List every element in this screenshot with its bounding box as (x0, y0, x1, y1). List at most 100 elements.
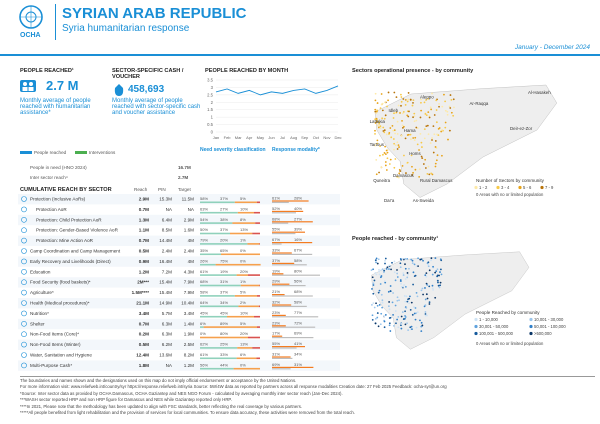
map-dot (391, 124, 394, 127)
footnote: *****All people benefited from light reh… (20, 410, 355, 416)
map-dot (386, 157, 389, 160)
severity-label: 27% (220, 206, 228, 211)
modality-bar (272, 335, 283, 337)
severity-label: 58% (200, 196, 208, 201)
cell: 1.9M (184, 332, 194, 337)
map-dot (391, 261, 393, 264)
modality-label: 41% (294, 341, 302, 346)
map-dot (381, 117, 384, 120)
map-dot (427, 133, 430, 136)
map-dot (421, 146, 423, 148)
map-dot (392, 325, 395, 327)
severity-label: 61% (200, 352, 208, 357)
map-dot (381, 109, 384, 112)
cell: 11.5M (182, 197, 195, 202)
map-dot (425, 114, 428, 117)
map-dot (435, 99, 438, 102)
severity-label: 62% (200, 342, 208, 347)
modality-label: 67% (294, 248, 302, 253)
map-dot (431, 287, 434, 290)
cell: 6.3M (162, 321, 172, 326)
map-dot (372, 282, 375, 285)
map-dot (407, 115, 410, 118)
people-icon (20, 80, 36, 92)
map-dot (431, 137, 433, 139)
row-icon (21, 269, 27, 275)
kpi-value: 458,693 (128, 84, 165, 95)
map-dot (418, 168, 421, 171)
pin-value: 16.7M (178, 165, 191, 170)
subtitle: Syria humanitarian response (62, 23, 190, 34)
map-dot (380, 166, 383, 169)
y-tick-label: 3 (211, 85, 214, 90)
row-icon (21, 310, 27, 317)
severity-label: 20% (220, 238, 228, 243)
map-dot (402, 98, 405, 100)
sector-name: Protection AoR (36, 207, 67, 212)
map-dot (435, 270, 438, 273)
pin-value: 2.7M (178, 175, 189, 180)
modality-label: 61% (272, 196, 280, 201)
severity-bar (254, 315, 260, 318)
cell: 15.4M (159, 280, 172, 285)
map-dot (432, 265, 434, 268)
map-dot (437, 281, 439, 284)
map-dot (424, 113, 427, 115)
map: People Reached by community 1 - 10,000 10,… (370, 251, 566, 350)
modality-bar (272, 210, 304, 212)
map-dot (412, 116, 414, 119)
map-dot (440, 259, 443, 262)
severity-bar (200, 347, 238, 349)
severity-bar (221, 253, 260, 256)
cell: 7.9M (184, 280, 194, 285)
cell: 7.9M (184, 290, 194, 295)
map-dot (439, 268, 442, 271)
map-dot (422, 163, 425, 165)
severity-bar (238, 305, 259, 308)
modality-label: 67% (272, 237, 280, 242)
map-dot (407, 273, 409, 276)
map-dot (413, 312, 416, 315)
severity-label: 0% (240, 362, 246, 367)
map-dot (411, 262, 414, 264)
map-dot (385, 149, 388, 152)
map-dot (381, 299, 384, 302)
map-dot (393, 112, 395, 115)
map-dot (371, 314, 374, 317)
map-dot (378, 121, 381, 124)
map-dot (424, 287, 426, 289)
map-dot (426, 284, 429, 286)
modality-bar (272, 285, 306, 287)
map-dot (398, 172, 401, 175)
severity-bar (234, 201, 257, 204)
severity-label: 13% (240, 342, 248, 347)
map-dot (406, 161, 409, 164)
map-dot (413, 139, 416, 142)
map-dot (417, 265, 419, 267)
y-tick-label: 1 (211, 115, 214, 120)
cell: 14.4M (159, 238, 172, 243)
severity-bar (252, 347, 260, 349)
map-dot (414, 168, 417, 171)
map-dot (393, 148, 395, 151)
legend-label: 1 - 10,000 (479, 317, 499, 322)
map-dot (375, 302, 377, 305)
map-dot (380, 312, 383, 315)
map-dot (402, 318, 405, 320)
col-head: PIN (158, 187, 166, 192)
period: January - December 2024 (514, 44, 590, 51)
map-dot (428, 116, 431, 119)
map: Number of Sectors by community 1 - 2 3 - 4… (370, 84, 558, 203)
map-dot (396, 299, 399, 302)
modality-bar (272, 314, 286, 316)
map-dot (386, 266, 389, 269)
cell: NA (166, 363, 173, 368)
map-dot (404, 137, 407, 140)
severity-label: 20% (240, 331, 248, 336)
severity-bar (200, 263, 216, 266)
legend-label: >500,000 (534, 331, 552, 336)
modality-bar (272, 243, 282, 245)
modality-bar (272, 222, 289, 224)
map-dot (373, 306, 376, 309)
map-dot (385, 268, 388, 270)
